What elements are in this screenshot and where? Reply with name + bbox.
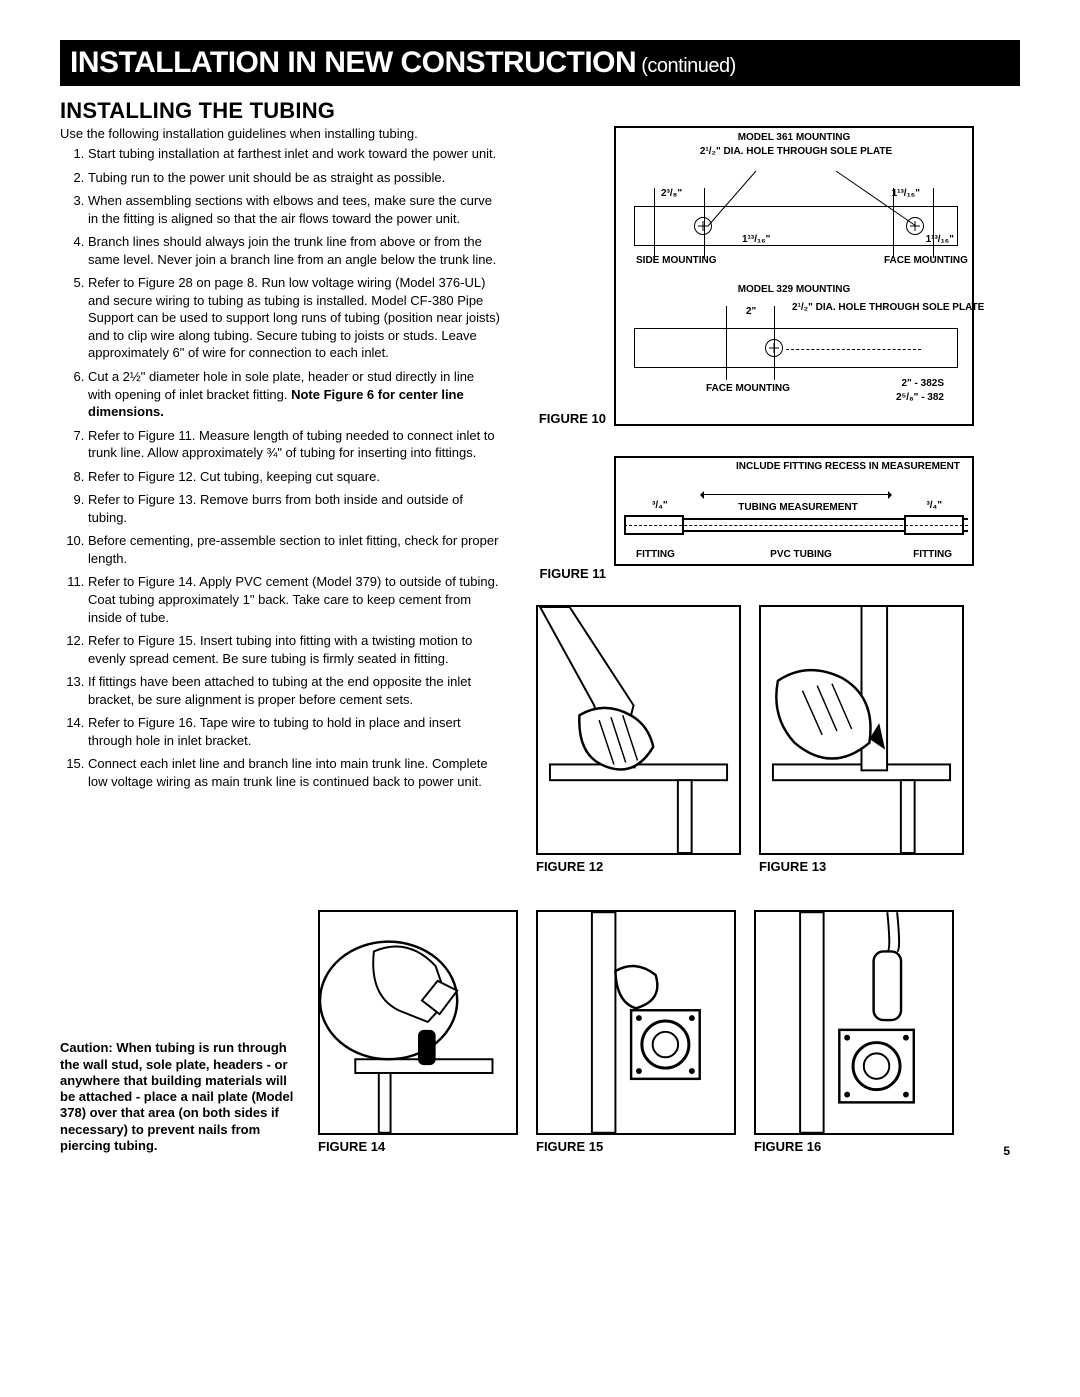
- f11-fitting-l: FITTING: [636, 549, 675, 560]
- step-13: If fittings have been attached to tubing…: [88, 673, 500, 708]
- bottom-figure-row: Caution: When tubing is run through the …: [60, 910, 1020, 1154]
- banner-continued: (continued): [636, 55, 736, 77]
- f10-title329: MODEL 329 MOUNTING: [616, 284, 972, 295]
- f10-e1: 2" - 382S: [901, 378, 944, 389]
- f11-pvc: PVC TUBING: [766, 549, 836, 560]
- fig11-diagram: INCLUDE FITTING RECESS IN MEASUREMENT ³/…: [614, 456, 974, 566]
- step-4: Branch lines should always join the trun…: [88, 233, 500, 268]
- f11-fitting-r: FITTING: [913, 549, 952, 560]
- page-root: INSTALLATION IN NEW CONSTRUCTION (contin…: [0, 0, 1080, 1174]
- page-number: 5: [1003, 1144, 1010, 1158]
- fig12-13-row: FIGURE 12 FIGURE 13: [536, 605, 1020, 874]
- f10-d5: 2": [746, 306, 756, 317]
- f11-include: INCLUDE FITTING RECESS IN MEASUREMENT: [736, 462, 866, 473]
- fig14-block: FIGURE 14: [318, 910, 518, 1154]
- fig14-label: FIGURE 14: [318, 1139, 518, 1154]
- install-steps-list: Start tubing installation at farthest in…: [60, 145, 500, 791]
- step-8: Refer to Figure 12. Cut tubing, keeping …: [88, 468, 500, 486]
- two-column-layout: Use the following installation guideline…: [60, 126, 1020, 874]
- fig14-illustration: [318, 910, 518, 1135]
- step-5: Refer to Figure 28 on page 8. Run low vo…: [88, 274, 500, 362]
- f10-hole: 2¹/₂" DIA. HOLE THROUGH SOLE PLATE: [696, 146, 896, 157]
- f10-e2: 2⁵/₈" - 382: [896, 392, 944, 403]
- section-subtitle: INSTALLING THE TUBING: [60, 98, 1020, 124]
- f10-title361: MODEL 361 MOUNTING: [616, 132, 972, 143]
- f11-d34a: ³/₄": [652, 500, 668, 511]
- right-column: FIGURE 10 MODEL 361 MOUNTING 2¹/₂" DIA. …: [516, 126, 1020, 874]
- f10-face: FACE MOUNTING: [884, 256, 954, 267]
- step-15: Connect each inlet line and branch line …: [88, 755, 500, 790]
- fig15-block: FIGURE 15: [536, 910, 736, 1154]
- fig16-block: FIGURE 16: [754, 910, 954, 1154]
- f10-hole2: 2¹/₂" DIA. HOLE THROUGH SOLE PLATE: [792, 302, 942, 313]
- f11-tubemeas: TUBING MEASUREMENT: [728, 502, 868, 513]
- fig16-label: FIGURE 16: [754, 1139, 954, 1154]
- step-3: When assembling sections with elbows and…: [88, 192, 500, 227]
- fig12-label: FIGURE 12: [536, 859, 741, 874]
- fig11-label: FIGURE 11: [516, 566, 606, 581]
- step-6: Cut a 2½" diameter hole in sole plate, h…: [88, 368, 500, 421]
- fig15-label: FIGURE 15: [536, 1139, 736, 1154]
- step-12: Refer to Figure 15. Insert tubing into f…: [88, 632, 500, 667]
- fig12-illustration: [536, 605, 741, 855]
- f11-d34b: ³/₄": [926, 500, 942, 511]
- step-14: Refer to Figure 16. Tape wire to tubing …: [88, 714, 500, 749]
- caution-text: Caution: When tubing is run through the …: [60, 1040, 300, 1154]
- fig13-illustration: [759, 605, 964, 855]
- fig12-block: FIGURE 12: [536, 605, 741, 874]
- fig10-diagram: MODEL 361 MOUNTING 2¹/₂" DIA. HOLE THROU…: [614, 126, 974, 426]
- banner-main: INSTALLATION IN NEW CONSTRUCTION: [70, 46, 636, 79]
- f10-side: SIDE MOUNTING: [636, 256, 706, 267]
- fig15-illustration: [536, 910, 736, 1135]
- step-1: Start tubing installation at farthest in…: [88, 145, 500, 163]
- fig10-row: FIGURE 10 MODEL 361 MOUNTING 2¹/₂" DIA. …: [516, 126, 1020, 426]
- f10-face2: FACE MOUNTING: [706, 384, 786, 395]
- fig13-block: FIGURE 13: [759, 605, 964, 874]
- step-2: Tubing run to the power unit should be a…: [88, 169, 500, 187]
- step-9: Refer to Figure 13. Remove burrs from bo…: [88, 491, 500, 526]
- fig16-illustration: [754, 910, 954, 1135]
- step-10: Before cementing, pre-assemble section t…: [88, 532, 500, 567]
- step-7: Refer to Figure 11. Measure length of tu…: [88, 427, 500, 462]
- page-banner: INSTALLATION IN NEW CONSTRUCTION (contin…: [60, 40, 1020, 86]
- left-column: Use the following installation guideline…: [60, 126, 500, 874]
- step-11: Refer to Figure 14. Apply PVC cement (Mo…: [88, 573, 500, 626]
- fig10-label: FIGURE 10: [516, 411, 606, 426]
- fig13-label: FIGURE 13: [759, 859, 964, 874]
- intro-text: Use the following installation guideline…: [60, 126, 500, 141]
